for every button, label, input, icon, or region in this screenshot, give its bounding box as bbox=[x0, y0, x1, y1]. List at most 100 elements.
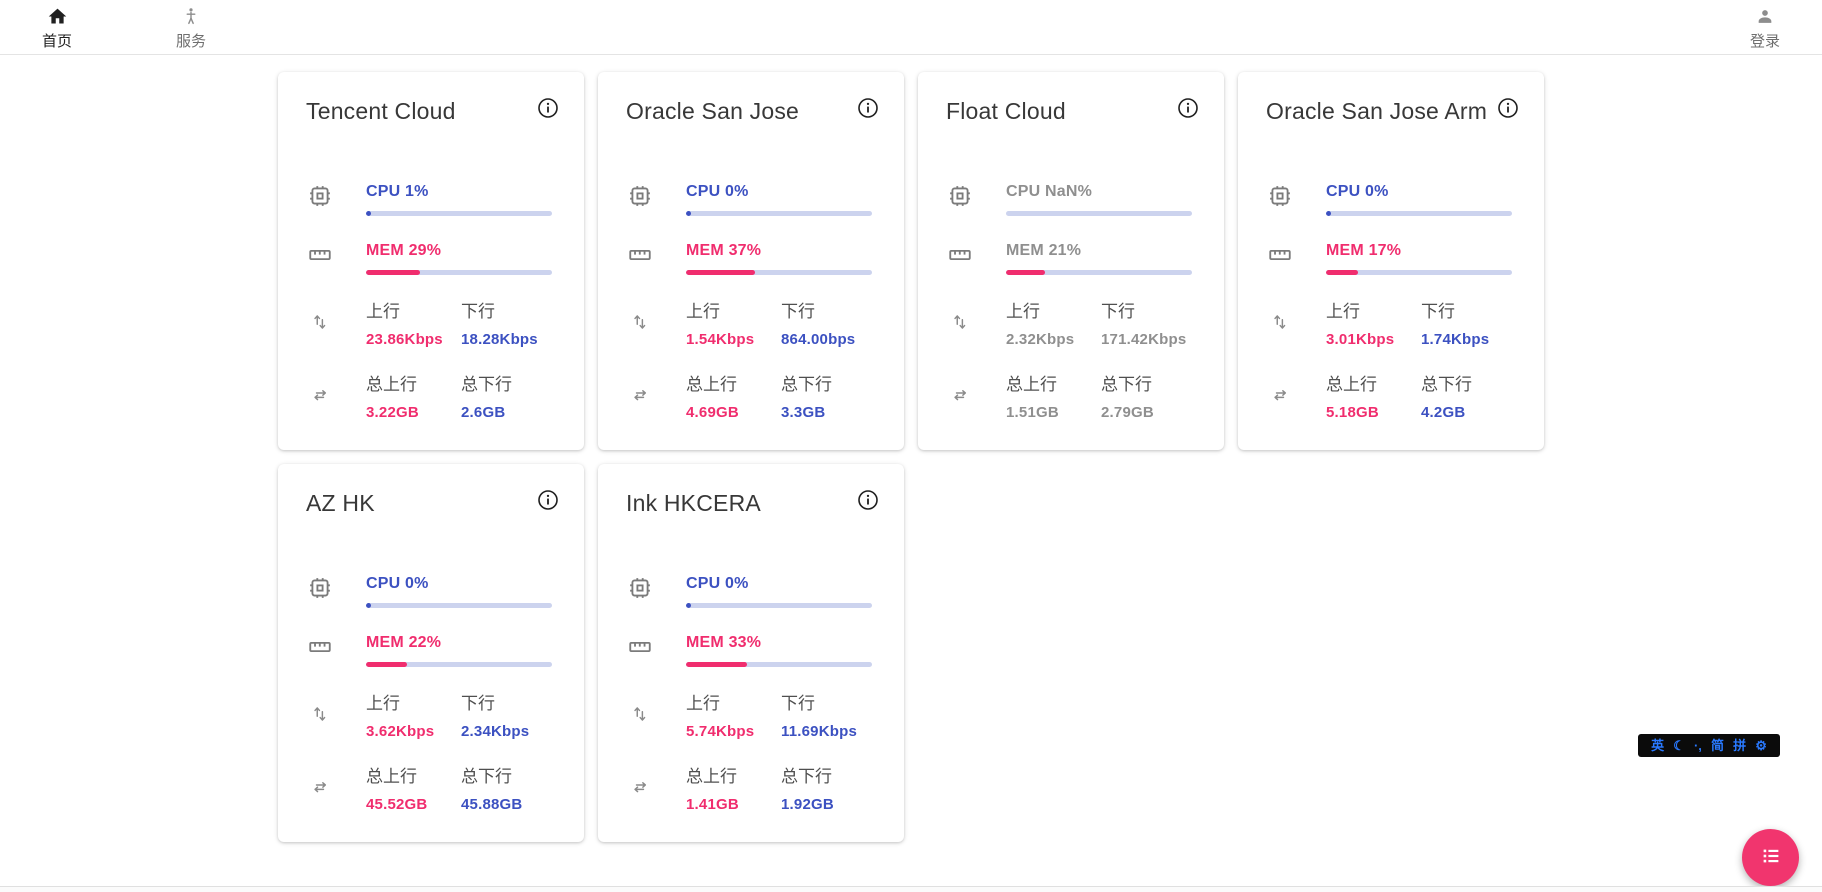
total-row: 总上行 45.52GB 总下行 45.88GB bbox=[306, 766, 556, 815]
total-up-label: 总上行 bbox=[686, 767, 737, 786]
down-value: 1.74Kbps bbox=[1421, 331, 1490, 348]
speed-row: 上行 23.86Kbps 下行 18.28Kbps bbox=[306, 301, 556, 350]
mem-label: MEM 29% bbox=[366, 242, 442, 259]
total-down-value: 3.3GB bbox=[781, 404, 826, 421]
cpu-row: CPU 0% bbox=[626, 183, 876, 218]
nav-item-home[interactable]: 首页 bbox=[34, 5, 80, 51]
total-upload-col: 总上行 45.52GB bbox=[366, 766, 461, 815]
mem-meter: MEM 22% bbox=[366, 634, 552, 667]
cpu-chip-icon bbox=[306, 183, 333, 209]
mem-progressbar bbox=[1006, 270, 1192, 275]
cpu-label: CPU 0% bbox=[1326, 183, 1389, 200]
ime-punctuation-toggle[interactable]: ·, bbox=[1693, 738, 1702, 753]
total-down-value: 45.88GB bbox=[461, 796, 523, 813]
info-icon[interactable] bbox=[1496, 96, 1520, 125]
swap-horiz-icon bbox=[946, 383, 973, 407]
mem-progress-fill bbox=[686, 662, 748, 667]
info-icon[interactable] bbox=[856, 488, 880, 517]
total-up-label: 总上行 bbox=[1326, 375, 1377, 394]
upload-col: 上行 2.32Kbps bbox=[1006, 301, 1101, 350]
mem-meter: MEM 37% bbox=[686, 242, 872, 275]
ime-english-toggle[interactable]: 英 bbox=[1651, 738, 1665, 753]
upload-col: 上行 1.54Kbps bbox=[686, 301, 781, 350]
total-up-label: 总上行 bbox=[366, 375, 417, 394]
total-up-value: 1.41GB bbox=[686, 796, 739, 813]
cpu-label: CPU 0% bbox=[686, 183, 749, 200]
up-value: 3.62Kbps bbox=[366, 723, 435, 740]
info-icon[interactable] bbox=[536, 488, 560, 517]
total-download-col: 总下行 3.3GB bbox=[781, 374, 876, 423]
card-stats: CPU 1% MEM 29% bbox=[306, 183, 556, 447]
up-label: 上行 bbox=[366, 694, 400, 713]
download-col: 下行 171.42Kbps bbox=[1101, 301, 1196, 350]
cpu-label: CPU 1% bbox=[366, 183, 429, 200]
card-header: Tencent Cloud bbox=[306, 98, 558, 125]
mem-progressbar bbox=[366, 662, 552, 667]
footer-divider bbox=[0, 886, 1822, 887]
card-header: Ink HKCERA bbox=[626, 490, 878, 517]
total-up-label: 总上行 bbox=[1006, 375, 1057, 394]
total-down-value: 1.92GB bbox=[781, 796, 834, 813]
up-label: 上行 bbox=[366, 302, 400, 321]
total-download-col: 总下行 45.88GB bbox=[461, 766, 556, 815]
total-down-value: 4.2GB bbox=[1421, 404, 1466, 421]
mem-progressbar bbox=[686, 270, 872, 275]
total-up-label: 总上行 bbox=[686, 375, 737, 394]
up-label: 上行 bbox=[1326, 302, 1360, 321]
cpu-progress-fill bbox=[366, 211, 371, 216]
up-label: 上行 bbox=[686, 302, 720, 321]
mem-meter: MEM 21% bbox=[1006, 242, 1192, 275]
download-col: 下行 864.00bps bbox=[781, 301, 876, 350]
server-name: Ink HKCERA bbox=[626, 490, 761, 516]
total-row: 总上行 3.22GB 总下行 2.6GB bbox=[306, 374, 556, 423]
cpu-row: CPU 1% bbox=[306, 183, 556, 218]
mem-progress-fill bbox=[1006, 270, 1046, 275]
swap-horiz-icon bbox=[306, 775, 333, 799]
person-standing-icon bbox=[181, 5, 201, 27]
ime-simplified-toggle[interactable]: 简 bbox=[1711, 738, 1725, 753]
server-name: AZ HK bbox=[306, 490, 375, 516]
ime-pinyin-toggle[interactable]: 拼 bbox=[1733, 738, 1747, 753]
cpu-progressbar bbox=[1326, 211, 1512, 216]
nav-item-services[interactable]: 服务 bbox=[168, 5, 214, 51]
total-down-label: 总下行 bbox=[781, 767, 832, 786]
swap-horiz-icon bbox=[1266, 383, 1293, 407]
server-list-fab[interactable] bbox=[1742, 829, 1799, 886]
mem-meter: MEM 29% bbox=[366, 242, 552, 275]
mem-row: MEM 37% bbox=[626, 242, 876, 277]
server-name: Oracle San Jose bbox=[626, 98, 800, 124]
upload-col: 上行 23.86Kbps bbox=[366, 301, 461, 350]
down-value: 2.34Kbps bbox=[461, 723, 530, 740]
total-download-col: 总下行 1.92GB bbox=[781, 766, 876, 815]
server-name: Float Cloud bbox=[946, 98, 1066, 124]
download-col: 下行 11.69Kbps bbox=[781, 693, 876, 742]
swap-vert-icon bbox=[306, 702, 333, 726]
upload-col: 上行 3.62Kbps bbox=[366, 693, 461, 742]
mem-label: MEM 21% bbox=[1006, 242, 1082, 259]
cpu-meter: CPU NaN% bbox=[1006, 183, 1192, 216]
swap-vert-icon bbox=[626, 310, 653, 334]
info-icon[interactable] bbox=[856, 96, 880, 125]
card-stats: CPU 0% MEM 17% bbox=[1266, 183, 1516, 447]
mem-progress-fill bbox=[366, 662, 407, 667]
card-header: AZ HK bbox=[306, 490, 558, 517]
total-download-col: 总下行 2.79GB bbox=[1101, 374, 1196, 423]
server-card: Tencent Cloud CPU 1 bbox=[278, 72, 584, 450]
mem-label: MEM 37% bbox=[686, 242, 762, 259]
total-up-value: 5.18GB bbox=[1326, 404, 1379, 421]
total-down-value: 2.6GB bbox=[461, 404, 506, 421]
info-icon[interactable] bbox=[536, 96, 560, 125]
ime-moon-icon[interactable]: ☾ bbox=[1673, 738, 1685, 753]
info-icon[interactable] bbox=[1176, 96, 1200, 125]
server-name: Oracle San Jose Arm bbox=[1266, 98, 1488, 124]
mem-progressbar bbox=[1326, 270, 1512, 275]
nav-item-login[interactable]: 登录 bbox=[1742, 5, 1788, 51]
card-stats: CPU 0% MEM 37% bbox=[626, 183, 876, 447]
down-label: 下行 bbox=[1421, 302, 1455, 321]
down-label: 下行 bbox=[781, 694, 815, 713]
swap-horiz-icon bbox=[626, 383, 653, 407]
up-label: 上行 bbox=[1006, 302, 1040, 321]
ruler-icon bbox=[626, 634, 653, 660]
cpu-label: CPU 0% bbox=[686, 575, 749, 592]
ime-gear-icon[interactable]: ⚙ bbox=[1755, 738, 1767, 753]
